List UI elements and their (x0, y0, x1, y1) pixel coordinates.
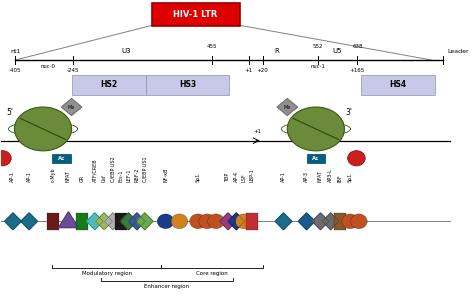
Text: HS2: HS2 (100, 81, 118, 89)
Polygon shape (96, 213, 112, 230)
Text: nuc-1: nuc-1 (311, 65, 326, 70)
Text: 5': 5' (7, 108, 13, 117)
Text: nuc-0: nuc-0 (40, 65, 55, 70)
Ellipse shape (351, 214, 367, 229)
Text: HIV-1 LTR: HIV-1 LTR (173, 10, 218, 19)
Text: +165: +165 (350, 68, 365, 73)
Text: R: R (274, 48, 279, 54)
Polygon shape (5, 213, 21, 230)
Ellipse shape (347, 151, 365, 166)
Polygon shape (120, 213, 137, 230)
Text: U5: U5 (332, 48, 341, 54)
Text: AP-4: AP-4 (234, 171, 239, 182)
Text: 3': 3' (346, 108, 353, 117)
Text: C/EBP US2: C/EBP US2 (110, 156, 115, 182)
Text: NF-κB: NF-κB (163, 167, 168, 182)
Polygon shape (137, 213, 153, 230)
Ellipse shape (190, 214, 206, 229)
Text: Enhancer region: Enhancer region (144, 284, 189, 289)
Text: +1: +1 (245, 68, 253, 73)
Text: Usf: Usf (101, 174, 107, 182)
FancyBboxPatch shape (115, 213, 127, 229)
Polygon shape (128, 213, 145, 230)
Ellipse shape (287, 107, 345, 151)
Text: GR: GR (80, 175, 85, 182)
Text: nt1: nt1 (10, 49, 20, 54)
Polygon shape (277, 99, 298, 115)
Polygon shape (21, 213, 37, 230)
Text: AP-1: AP-1 (27, 171, 32, 182)
Ellipse shape (0, 151, 11, 166)
Polygon shape (104, 213, 121, 230)
Polygon shape (312, 213, 329, 230)
Polygon shape (86, 213, 103, 230)
Text: AP3-L: AP3-L (328, 168, 333, 182)
Ellipse shape (14, 107, 72, 151)
FancyBboxPatch shape (152, 3, 239, 26)
Text: AP-1: AP-1 (281, 171, 286, 182)
Polygon shape (62, 99, 82, 115)
FancyBboxPatch shape (361, 75, 435, 95)
Text: NFAT: NFAT (318, 170, 323, 182)
Text: c-Myb: c-Myb (51, 167, 55, 182)
Text: Ac: Ac (312, 156, 319, 161)
Polygon shape (298, 213, 315, 230)
Text: HS3: HS3 (179, 81, 196, 89)
Text: Me: Me (283, 104, 291, 110)
Text: Leader: Leader (447, 49, 469, 54)
Polygon shape (322, 213, 339, 230)
Text: LBP-1: LBP-1 (249, 168, 255, 182)
Text: AP-1: AP-1 (10, 171, 16, 182)
Polygon shape (228, 213, 245, 230)
FancyBboxPatch shape (335, 213, 346, 229)
Text: C/EBP US1: C/EBP US1 (142, 156, 147, 182)
Ellipse shape (208, 214, 224, 229)
Polygon shape (275, 213, 292, 230)
Text: 638: 638 (352, 44, 363, 49)
Text: Ets-1: Ets-1 (118, 169, 124, 182)
FancyBboxPatch shape (246, 213, 258, 229)
Ellipse shape (157, 214, 174, 229)
Text: Ac: Ac (58, 156, 65, 161)
Text: IBF: IBF (338, 174, 343, 182)
Text: AP-3: AP-3 (304, 171, 309, 182)
Text: TBP: TBP (226, 173, 230, 182)
Ellipse shape (236, 214, 252, 229)
Text: Modulatory region: Modulatory region (82, 271, 132, 276)
Text: -405: -405 (9, 68, 21, 73)
Text: Sp1: Sp1 (347, 172, 353, 182)
FancyBboxPatch shape (146, 75, 229, 95)
FancyBboxPatch shape (52, 154, 71, 163)
Ellipse shape (342, 214, 358, 229)
FancyBboxPatch shape (72, 75, 146, 95)
Text: +1: +1 (253, 129, 261, 134)
Text: 455: 455 (207, 44, 217, 49)
Ellipse shape (199, 214, 216, 229)
Text: HS4: HS4 (389, 81, 407, 89)
FancyBboxPatch shape (307, 154, 325, 163)
Text: +20: +20 (257, 68, 269, 73)
Text: -245: -245 (67, 68, 79, 73)
FancyBboxPatch shape (47, 213, 59, 229)
Text: Core region: Core region (196, 271, 228, 276)
Text: LEF-1: LEF-1 (126, 168, 131, 182)
Ellipse shape (171, 214, 188, 229)
Text: RBF-2: RBF-2 (135, 167, 139, 182)
Polygon shape (58, 212, 78, 228)
Text: Sp1: Sp1 (195, 172, 201, 182)
Text: U3: U3 (121, 48, 131, 54)
Text: ATF/CREB: ATF/CREB (92, 158, 97, 182)
FancyBboxPatch shape (76, 213, 88, 229)
Text: NFAT: NFAT (66, 170, 71, 182)
Polygon shape (219, 213, 237, 230)
Text: 552: 552 (313, 44, 323, 49)
Text: LSF: LSF (241, 173, 246, 182)
Text: Me: Me (68, 104, 75, 110)
